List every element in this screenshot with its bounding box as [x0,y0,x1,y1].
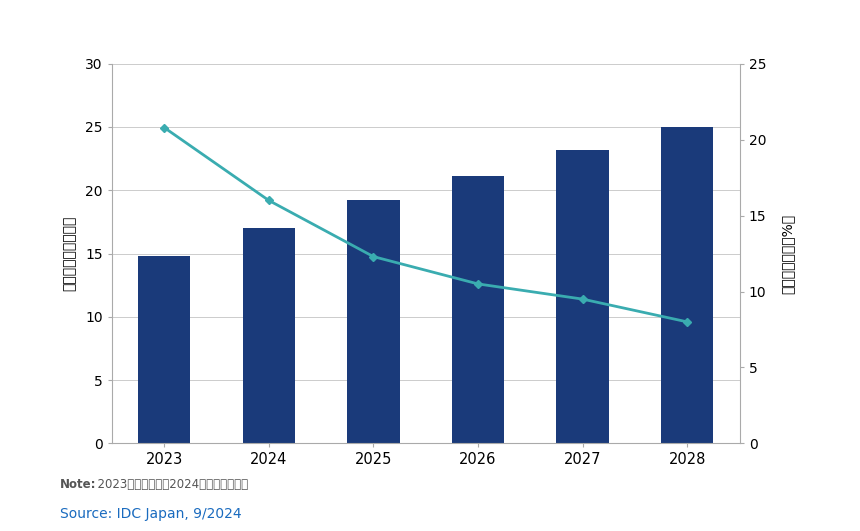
Bar [661,127,714,443]
Bar [138,256,190,443]
Bar [452,176,504,443]
Bar [243,228,295,443]
Text: Source: IDC Japan, 9/2024: Source: IDC Japan, 9/2024 [60,507,242,521]
Text: Note:: Note: [60,478,96,491]
Y-axis label: 前年比成長率（%）: 前年比成長率（%） [780,213,794,294]
Y-axis label: 支出総額（十億円）: 支出総額（十億円） [63,216,77,291]
Bar [556,150,609,443]
Bar [347,200,400,443]
Text: 2023年は実績値、2024年以降は予測値: 2023年は実績値、2024年以降は予測値 [90,478,249,491]
